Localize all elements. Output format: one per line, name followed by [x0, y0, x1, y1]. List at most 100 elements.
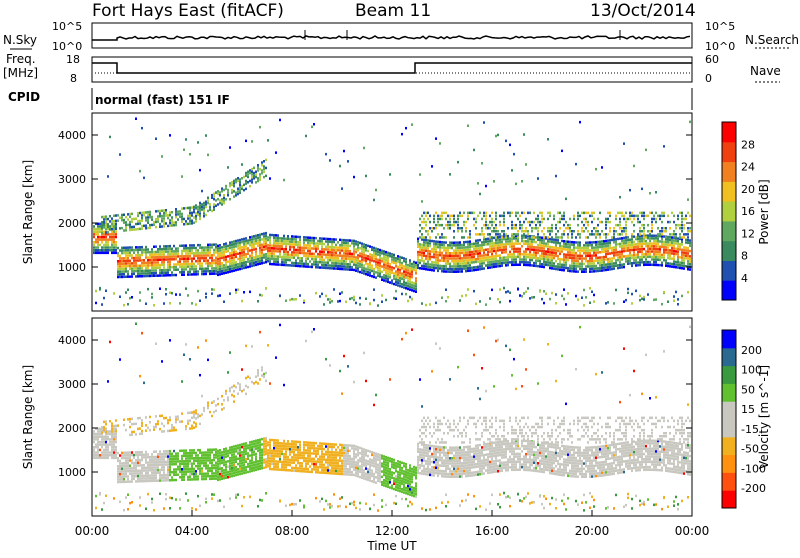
heatmap-cell — [247, 247, 249, 250]
heatmap-cell — [119, 217, 121, 220]
heatmap-cell — [287, 243, 289, 246]
heatmap-cell — [597, 267, 599, 270]
heatmap-cell — [415, 280, 417, 283]
heatmap-cell — [181, 479, 183, 482]
heatmap-cell — [529, 256, 531, 259]
heatmap-cell — [315, 292, 317, 295]
heatmap-cell — [131, 265, 133, 268]
heatmap-cell — [265, 237, 267, 240]
heatmap-cell — [343, 244, 345, 247]
heatmap-cell — [133, 252, 135, 255]
heatmap-cell — [123, 257, 125, 260]
heatmap-cell — [379, 257, 381, 260]
heatmap-cell — [251, 251, 253, 254]
heatmap-cell — [243, 189, 245, 192]
heatmap-cell — [157, 420, 159, 423]
heatmap-cell — [479, 255, 481, 257]
heatmap-cell — [139, 480, 141, 483]
heatmap-cell — [291, 246, 293, 249]
heatmap-cell — [403, 265, 405, 268]
heatmap-cell — [503, 218, 505, 221]
heatmap-cell — [199, 260, 201, 263]
heatmap-cell — [243, 267, 245, 270]
heatmap-cell — [631, 262, 633, 265]
heatmap-cell — [539, 265, 541, 268]
heatmap-cell — [591, 233, 593, 236]
heatmap-cell — [419, 251, 421, 254]
heatmap-cell — [433, 269, 435, 272]
heatmap-cell — [409, 296, 411, 299]
heatmap-cell — [591, 268, 593, 271]
heatmap-cell — [147, 270, 149, 273]
heatmap-cell — [491, 250, 493, 253]
heatmap-cell — [525, 236, 527, 239]
heatmap-cell — [191, 411, 193, 414]
heatmap-cell — [169, 450, 171, 453]
heatmap-cell — [563, 288, 565, 291]
heatmap-cell — [139, 291, 141, 294]
heatmap-cell — [623, 301, 625, 304]
heatmap-cell — [133, 257, 135, 260]
heatmap-cell — [391, 279, 393, 282]
heatmap-cell — [273, 245, 275, 248]
heatmap-cell — [195, 475, 197, 478]
heatmap-cell — [127, 462, 129, 465]
heatmap-cell — [319, 253, 321, 256]
heatmap-cell — [489, 250, 491, 253]
heatmap-cell — [401, 272, 403, 275]
heatmap-cell — [125, 216, 127, 219]
heatmap-cell — [495, 247, 497, 250]
heatmap-cell — [95, 495, 97, 498]
heatmap-cell — [659, 233, 661, 236]
heatmap-cell — [639, 256, 641, 259]
heatmap-cell — [343, 247, 345, 250]
heatmap-cell — [593, 270, 595, 273]
heatmap-cell — [467, 264, 469, 267]
heatmap-cell — [183, 449, 185, 452]
heatmap-cell — [201, 265, 203, 268]
heatmap-cell — [151, 296, 153, 299]
heatmap-cell — [519, 242, 521, 245]
heatmap-cell — [237, 263, 239, 266]
heatmap-cell — [445, 224, 447, 227]
heatmap-cell — [437, 243, 439, 246]
heatmap-cell — [289, 254, 291, 257]
heatmap-cell — [279, 119, 281, 122]
heatmap-cell — [227, 166, 229, 169]
heatmap-cell — [187, 215, 189, 218]
heatmap-cell — [365, 244, 367, 247]
heatmap-cell — [165, 258, 167, 261]
heatmap-cell — [315, 250, 317, 253]
heatmap-cell — [187, 412, 189, 415]
heatmap-cell — [303, 255, 305, 258]
heatmap-cell — [677, 298, 679, 301]
heatmap-cell — [481, 268, 483, 271]
heatmap-cell — [129, 252, 131, 255]
heatmap-cell — [485, 215, 487, 218]
heatmap-cell — [615, 251, 617, 254]
heatmap-cell — [667, 249, 669, 252]
heatmap-cell — [393, 297, 395, 300]
heatmap-cell — [391, 269, 393, 272]
heatmap-cell — [245, 174, 247, 177]
heatmap-cell — [269, 247, 271, 250]
heatmap-cell — [653, 299, 655, 302]
heatmap-cell — [157, 472, 159, 475]
heatmap-cell — [113, 497, 115, 500]
heatmap-cell — [257, 164, 259, 167]
heatmap-cell — [529, 212, 531, 215]
heatmap-cell — [129, 418, 131, 421]
heatmap-cell — [155, 138, 157, 141]
heatmap-cell — [383, 277, 385, 280]
heatmap-cell — [403, 270, 405, 273]
heatmap-cell — [599, 241, 601, 244]
heatmap-cell — [177, 268, 179, 271]
heatmap-cell — [321, 256, 323, 258]
heatmap-cell — [167, 479, 169, 482]
heatmap-cell — [591, 291, 593, 294]
heatmap-cell — [233, 182, 235, 185]
heatmap-cell — [355, 259, 357, 262]
heatmap-cell — [417, 240, 419, 243]
heatmap-cell — [129, 502, 131, 505]
heatmap-cell — [167, 266, 169, 269]
